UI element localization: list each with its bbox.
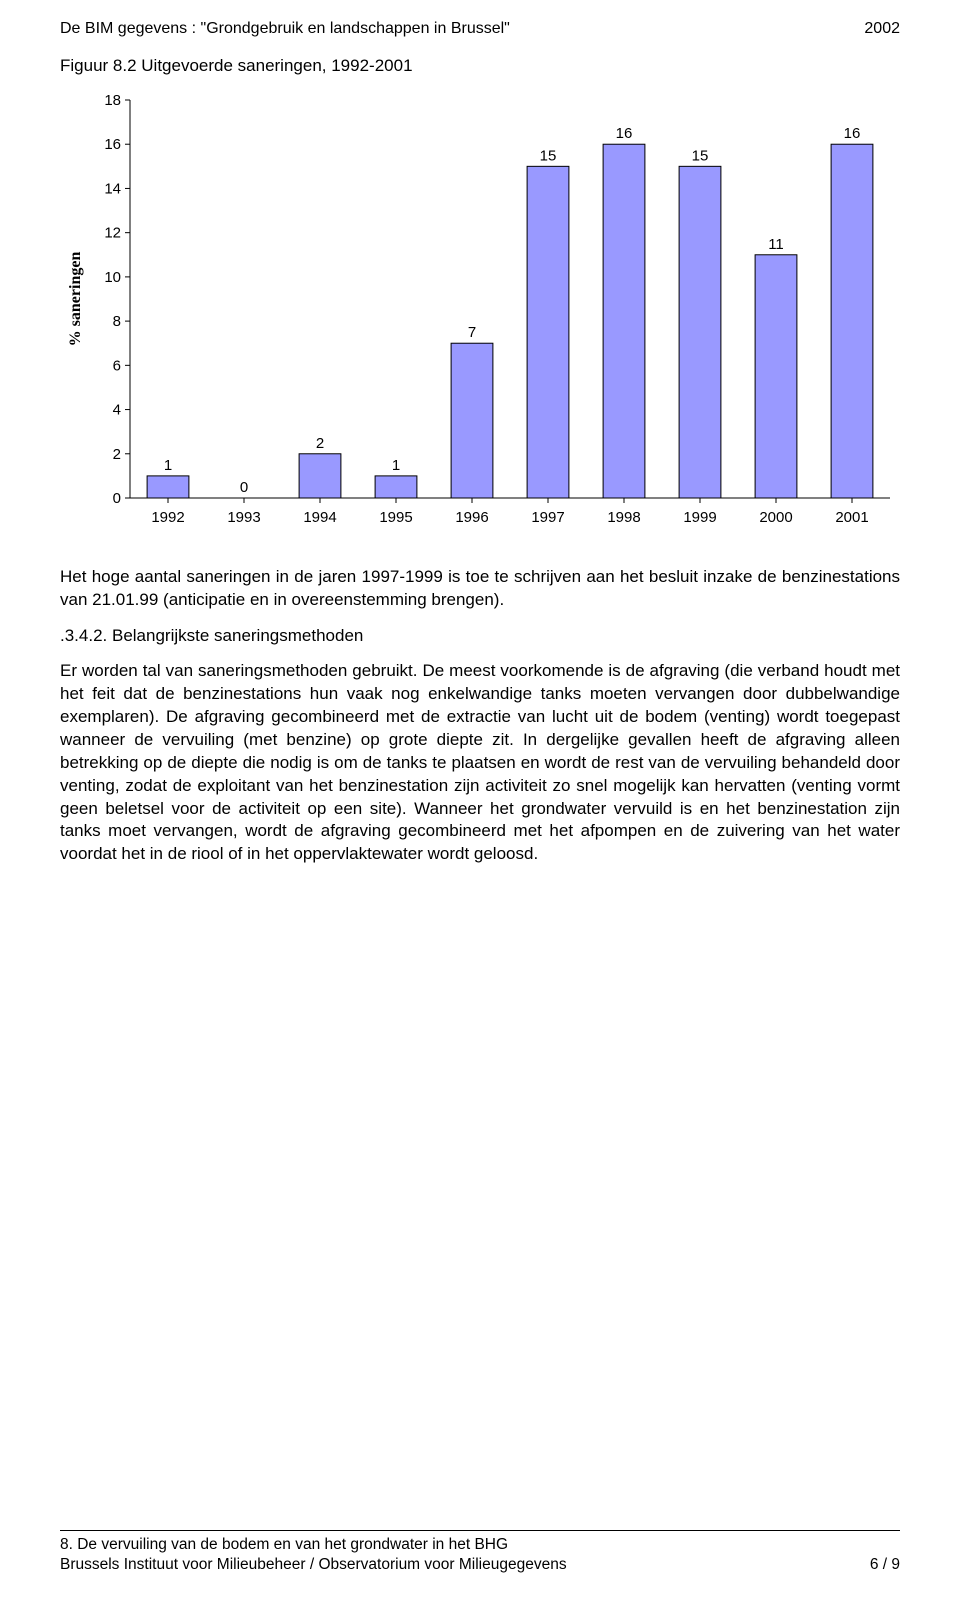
svg-text:1996: 1996 <box>455 509 488 526</box>
svg-text:10: 10 <box>104 269 121 286</box>
svg-text:16: 16 <box>616 125 633 142</box>
svg-text:7: 7 <box>468 324 476 341</box>
svg-text:14: 14 <box>104 180 121 197</box>
page-footer: 8. De vervuiling van de bodem en van het… <box>60 1530 900 1575</box>
svg-text:% saneringen: % saneringen <box>67 252 84 347</box>
svg-text:1999: 1999 <box>683 509 716 526</box>
svg-text:2: 2 <box>113 446 121 463</box>
header-left: De BIM gegevens : "Grondgebruik en lands… <box>60 20 510 38</box>
paragraph-intro: Het hoge aantal saneringen in de jaren 1… <box>60 566 900 612</box>
page-header: De BIM gegevens : "Grondgebruik en lands… <box>60 20 900 38</box>
svg-text:2: 2 <box>316 435 324 452</box>
svg-text:2001: 2001 <box>835 509 868 526</box>
svg-text:12: 12 <box>104 225 121 242</box>
svg-text:18: 18 <box>104 92 121 109</box>
section-heading: .3.4.2. Belangrijkste saneringsmethoden <box>60 626 900 646</box>
svg-text:1993: 1993 <box>227 509 260 526</box>
svg-text:0: 0 <box>240 479 248 496</box>
footer-line2-right: 6 / 9 <box>870 1555 900 1575</box>
svg-text:2000: 2000 <box>759 509 792 526</box>
svg-text:1992: 1992 <box>151 509 184 526</box>
svg-text:11: 11 <box>768 236 784 253</box>
svg-text:0: 0 <box>113 490 121 507</box>
svg-text:6: 6 <box>113 357 121 374</box>
footer-line1: 8. De vervuiling van de bodem en van het… <box>60 1535 900 1555</box>
chart-svg: 0 2 4 6 8 10 12 14 16 18 % saneringen 1 1992 0 1993 2 19… <box>60 88 900 538</box>
svg-text:1994: 1994 <box>303 509 336 526</box>
figure-caption: Figuur 8.2 Uitgevoerde saneringen, 1992-… <box>60 56 900 76</box>
svg-text:8: 8 <box>113 313 121 330</box>
header-right: 2002 <box>864 20 900 38</box>
bar-chart: 0 2 4 6 8 10 12 14 16 18 % saneringen 1 1992 0 1993 2 19… <box>60 88 900 538</box>
svg-text:1997: 1997 <box>531 509 564 526</box>
footer-line2-left: Brussels Instituut voor Milieubeheer / O… <box>60 1555 567 1575</box>
svg-text:4: 4 <box>113 402 121 419</box>
svg-text:1: 1 <box>164 457 172 474</box>
svg-text:16: 16 <box>104 136 121 153</box>
svg-text:1995: 1995 <box>379 509 412 526</box>
svg-text:1998: 1998 <box>607 509 640 526</box>
paragraph-body: Er worden tal van saneringsmethoden gebr… <box>60 660 900 866</box>
svg-text:16: 16 <box>844 125 861 142</box>
svg-text:15: 15 <box>540 147 557 164</box>
svg-text:1: 1 <box>392 457 400 474</box>
svg-text:15: 15 <box>692 147 709 164</box>
